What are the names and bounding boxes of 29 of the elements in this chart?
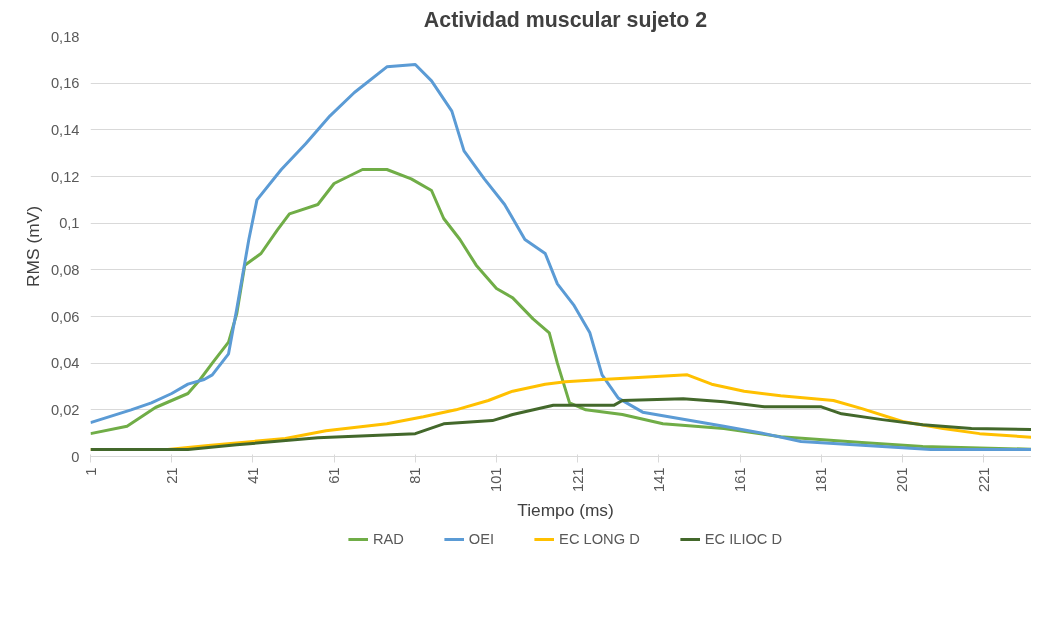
x-tick-label: 41 [244,467,261,484]
y-tick-label: 0,14 [50,121,80,138]
x-axis-title: Tiempo (ms) [517,499,614,520]
x-tick-label: 101 [488,467,505,492]
legend-label: EC LONG D [559,531,640,547]
x-tick-label: 141 [650,467,667,492]
legend-label: RAD [372,531,404,547]
x-tick-label: 21 [163,467,180,484]
x-tick-label: 61 [326,467,343,484]
x-tick-label: 181 [813,467,830,492]
x-tick-label: 121 [569,467,586,492]
y-tick-label: 0,02 [50,401,80,418]
y-tick-label: 0,06 [50,308,80,325]
y-tick-label: 0,16 [50,75,80,92]
x-tick-label: 161 [732,467,749,492]
y-tick-label: 0,18 [50,28,80,45]
y-tick-label: 0,08 [50,261,80,278]
legend-label: EC ILIOC D [704,531,783,547]
y-axis-title: RMS (mV) [22,206,43,287]
x-tick-label: 221 [975,467,992,492]
y-tick-label: 0,1 [59,215,80,232]
y-tick-label: 0,04 [50,355,80,372]
x-tick-label: 81 [407,467,424,484]
y-tick-label: 0,12 [50,168,80,185]
legend-label: OEI [468,531,495,547]
x-tick-label: 1 [82,467,99,476]
y-tick-label: 0 [71,448,80,465]
x-tick-label: 201 [894,467,911,492]
chart-title: Actividad muscular sujeto 2 [423,7,708,32]
